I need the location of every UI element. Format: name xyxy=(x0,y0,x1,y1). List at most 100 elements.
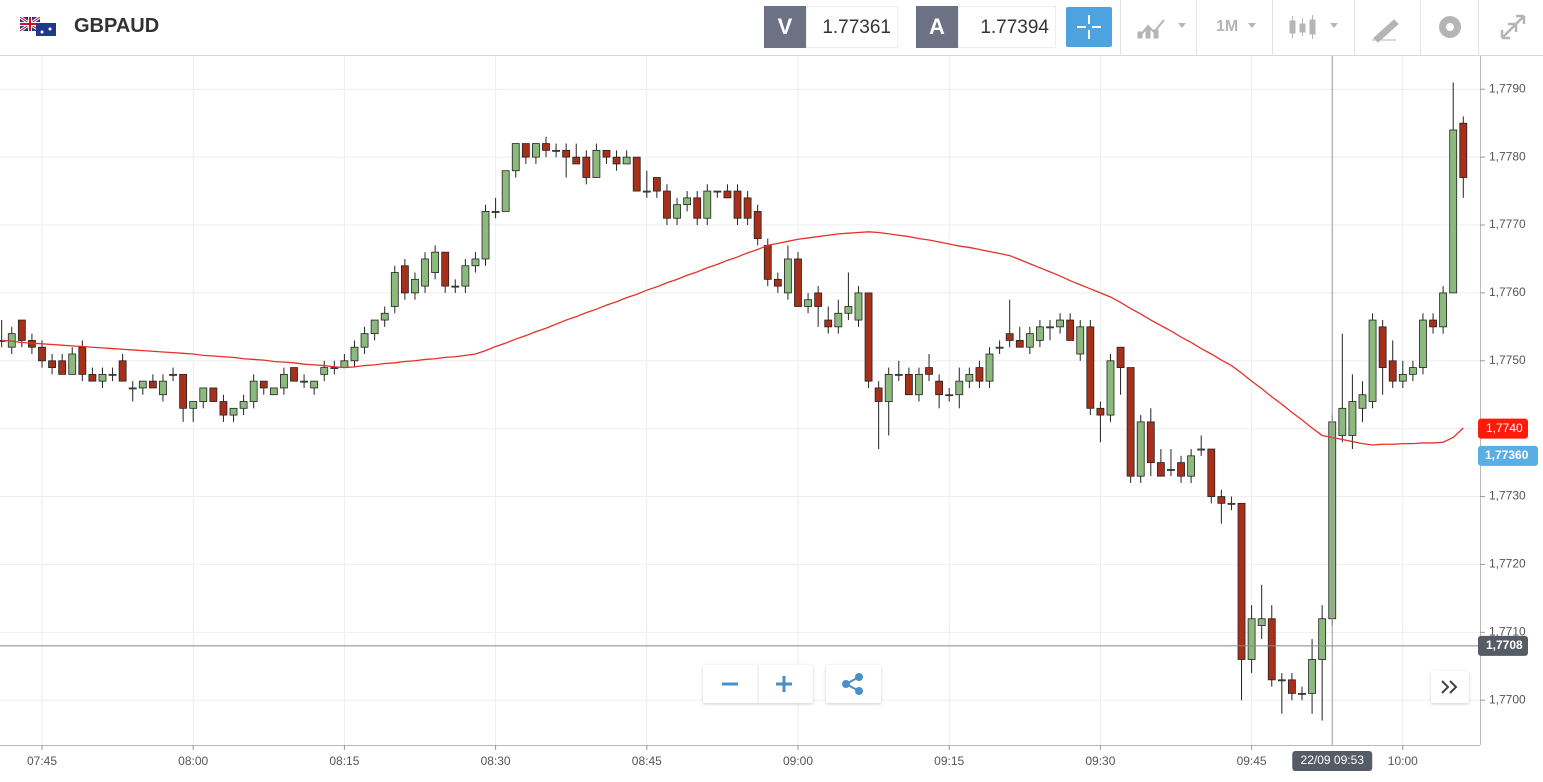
candle-body xyxy=(1257,618,1266,626)
candle-body xyxy=(693,197,702,219)
candle-body xyxy=(1116,346,1125,368)
candle-body xyxy=(118,360,127,382)
y-tick-label: 1,7770 xyxy=(1489,217,1526,231)
crosshair-price-tag xyxy=(1478,635,1528,656)
candle-body xyxy=(1146,421,1155,464)
candle-body xyxy=(1388,360,1397,382)
timeframe[interactable]: 1M xyxy=(1216,18,1239,35)
candle-body xyxy=(663,190,671,219)
candle-body xyxy=(17,319,26,341)
candle-body xyxy=(269,387,278,396)
timeframe-arrow[interactable] xyxy=(1248,23,1256,28)
candles-button[interactable] xyxy=(1289,15,1338,39)
price-tag xyxy=(1478,445,1538,466)
candle-body xyxy=(824,319,833,328)
candle-body xyxy=(1207,448,1216,497)
ask-price[interactable]: 1.77394 xyxy=(958,6,1056,48)
candle-body xyxy=(400,265,409,294)
candle-body xyxy=(169,373,177,376)
candle-body xyxy=(965,373,974,382)
candle-body xyxy=(98,373,107,382)
candle-body xyxy=(1025,333,1034,348)
symbol: GBPAUD xyxy=(74,15,160,37)
candle-body xyxy=(461,265,470,287)
candle-body xyxy=(451,285,460,288)
share-button[interactable] xyxy=(826,665,881,703)
candle-body xyxy=(259,380,268,389)
fullscreen-button[interactable] xyxy=(1500,14,1526,40)
candle-body xyxy=(481,211,490,260)
candle-body xyxy=(1177,462,1185,477)
zoom-buttons[interactable] xyxy=(722,676,792,692)
candle-body xyxy=(1066,319,1075,341)
scroll-icon xyxy=(1441,680,1458,694)
candle-body xyxy=(1056,319,1064,328)
y-tick-label: 1,7790 xyxy=(1489,81,1526,95)
candle-body xyxy=(1036,326,1044,341)
ask-button[interactable]: A xyxy=(916,6,958,48)
draw-button[interactable] xyxy=(1372,19,1399,43)
bid-button[interactable]: V xyxy=(764,6,806,48)
y-tick-label: 1,7720 xyxy=(1489,557,1526,571)
toolbar: GBPAUD V 1.77361 A 1.77394 1M xyxy=(0,0,1543,56)
candle-body xyxy=(1227,502,1236,505)
candle-body xyxy=(58,360,67,375)
candle-body xyxy=(904,373,913,396)
candle-body xyxy=(1338,407,1347,436)
candle-body xyxy=(239,401,248,409)
x-tick-label: 08:30 xyxy=(481,754,511,768)
candle-body xyxy=(592,149,601,178)
x-tick-label: 09:00 xyxy=(783,754,813,768)
candle-body xyxy=(1086,326,1095,409)
candle-body xyxy=(320,367,329,375)
candle-body xyxy=(864,292,873,382)
candle-body xyxy=(1136,421,1145,477)
candle-body xyxy=(471,258,480,267)
candle-body xyxy=(995,346,1004,349)
chart-type-button[interactable] xyxy=(1137,19,1186,39)
candle-body xyxy=(1398,373,1407,382)
candle-body xyxy=(884,373,893,402)
candle-body xyxy=(1449,129,1458,294)
candle-body xyxy=(673,204,681,219)
candle-body xyxy=(521,143,530,158)
candle-body xyxy=(723,190,732,199)
candle-body xyxy=(652,177,661,192)
candle-body xyxy=(713,190,722,193)
candle-body xyxy=(330,367,339,369)
crosshair-price-label: 1,7708 xyxy=(1486,638,1523,652)
x-tick-label: 09:45 xyxy=(1237,754,1267,768)
candle-body xyxy=(1167,468,1175,471)
candle-body xyxy=(68,353,77,375)
settings-button[interactable] xyxy=(1439,16,1461,38)
candle-body xyxy=(814,292,823,307)
candle-body xyxy=(703,190,712,219)
candle-body xyxy=(572,156,581,165)
candle-body xyxy=(229,407,238,416)
crosshair-button[interactable] xyxy=(1066,7,1112,47)
candle-body xyxy=(743,197,752,219)
candle-body xyxy=(1247,618,1256,660)
candle-body xyxy=(1106,360,1115,416)
candle-body xyxy=(632,156,641,192)
share-icon xyxy=(842,673,863,695)
candle-body xyxy=(1419,319,1427,368)
candle-body xyxy=(794,258,802,307)
candle-body xyxy=(179,373,188,409)
x-tick-label: 09:30 xyxy=(1085,754,1115,768)
ma-tag-label: 1,7740 xyxy=(1486,421,1523,435)
chart: 1,7700 1,7710 1,7720 1,7730 1,7740 1,7750 1,77… xyxy=(0,56,1538,771)
candle-body xyxy=(491,211,500,213)
candle-body xyxy=(562,149,571,158)
candle-body xyxy=(48,360,56,368)
zoom-icons xyxy=(722,665,792,703)
candle-body xyxy=(1046,326,1054,329)
crosshair-time-label: 22/09 09:53 xyxy=(1301,753,1365,767)
bid-price[interactable]: 1.77361 xyxy=(806,6,898,48)
candle-body xyxy=(612,156,621,165)
scroll-end-button[interactable] xyxy=(1431,671,1469,703)
candle-body xyxy=(1429,319,1437,328)
x-tick-label: 09:15 xyxy=(934,754,964,768)
candle-body xyxy=(159,380,167,396)
candle-body xyxy=(955,380,964,396)
